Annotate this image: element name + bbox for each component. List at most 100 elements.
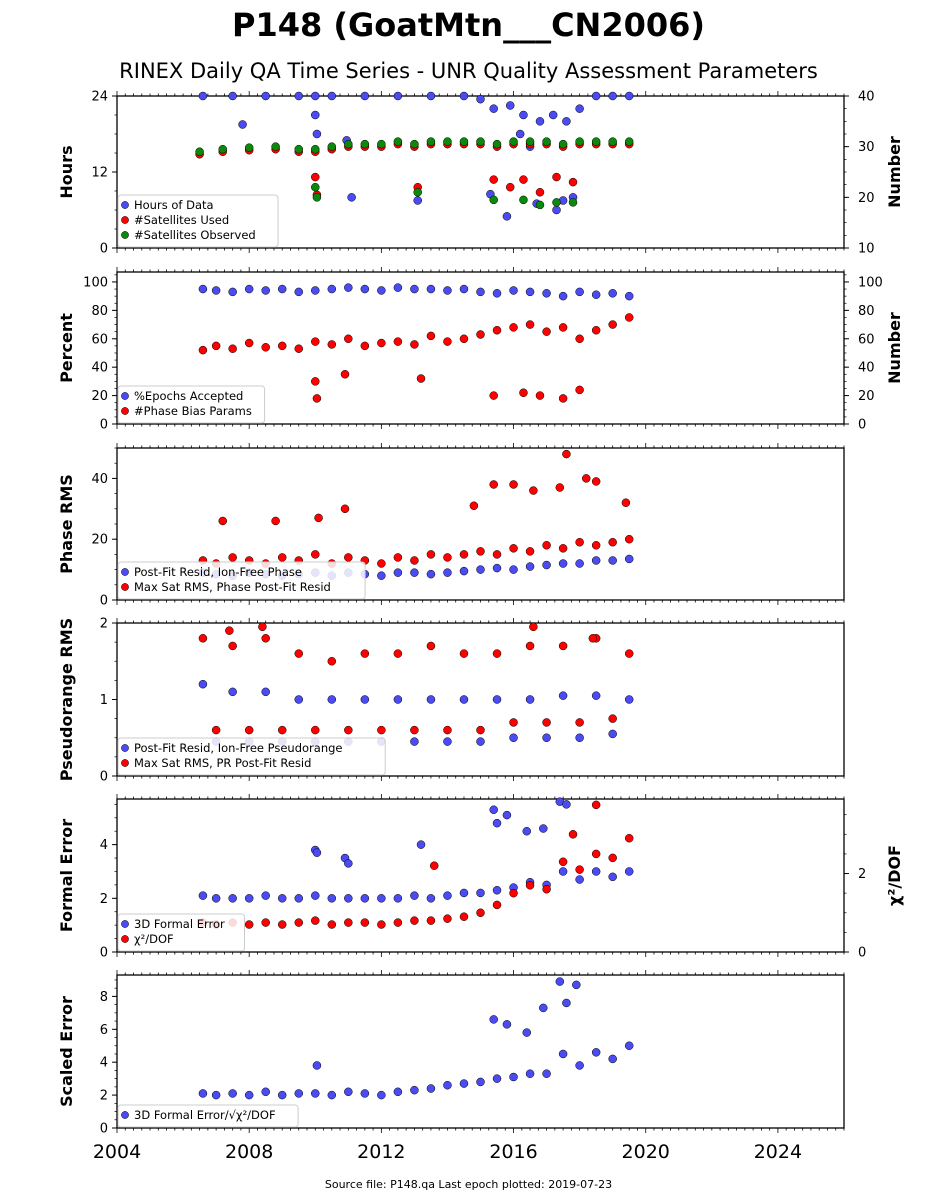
data-point	[562, 117, 571, 126]
data-point	[416, 840, 426, 849]
data-point	[558, 641, 568, 651]
data-point	[588, 634, 598, 643]
data-point	[377, 559, 386, 568]
y2-tick-label: 10	[858, 242, 875, 257]
data-point	[294, 344, 303, 353]
y-tick-label: 40	[91, 472, 108, 487]
y-tick-label: 4	[100, 838, 108, 853]
data-point	[591, 137, 601, 146]
data-point	[344, 553, 353, 562]
series-blue	[198, 977, 634, 1100]
legend-label: χ²/DOF	[134, 932, 174, 946]
data-point	[575, 718, 584, 727]
y-tick-label: 2	[100, 617, 108, 632]
data-point	[416, 374, 426, 383]
data-point	[347, 193, 356, 202]
data-point	[489, 104, 498, 113]
data-point	[542, 1069, 551, 1078]
y-tick-label: 4	[100, 1056, 108, 1071]
data-point	[459, 550, 469, 559]
data-point	[228, 687, 237, 697]
y-axis-label: Hours	[57, 145, 76, 198]
x-tick-label: 2012	[357, 1141, 405, 1163]
data-point	[327, 142, 337, 151]
data-point	[344, 918, 353, 927]
data-point	[277, 725, 287, 735]
data-point	[608, 537, 617, 547]
y2-tick-label: 100	[858, 275, 883, 290]
data-point	[344, 334, 353, 344]
data-point	[294, 1089, 303, 1098]
legend-box	[117, 913, 245, 952]
data-point	[393, 91, 403, 101]
data-point	[311, 182, 320, 192]
data-point	[426, 894, 436, 903]
y-tick-label: 0	[100, 594, 108, 609]
data-point	[443, 137, 452, 146]
data-point	[459, 1079, 469, 1088]
data-point	[244, 894, 254, 903]
data-point	[492, 550, 502, 559]
data-point	[459, 334, 469, 344]
data-point	[294, 894, 303, 903]
data-point	[261, 343, 270, 352]
data-point	[608, 556, 617, 565]
y2-tick-label: 40	[858, 90, 875, 105]
data-point	[312, 394, 322, 403]
legend-label: %Epochs Accepted	[134, 389, 243, 403]
data-point	[244, 338, 254, 348]
data-point	[360, 918, 370, 927]
data-point	[459, 649, 469, 658]
data-point	[519, 175, 528, 184]
data-point	[555, 483, 565, 492]
legend-label: #Phase Bias Params	[134, 404, 252, 418]
data-point	[575, 385, 584, 395]
y-tick-label: 100	[83, 275, 108, 290]
y2-tick-label: 0	[858, 418, 866, 433]
data-point	[261, 918, 270, 927]
data-point	[294, 649, 303, 658]
data-point	[608, 320, 617, 329]
data-point	[492, 325, 502, 335]
legend-label: #Satellites Observed	[134, 228, 256, 242]
data-point	[489, 805, 498, 814]
data-point	[509, 565, 518, 574]
data-point	[410, 284, 419, 294]
y2-tick-label: 20	[858, 191, 875, 206]
data-point	[410, 916, 419, 925]
data-point	[542, 718, 551, 727]
data-point	[459, 888, 469, 898]
y2-tick-label: 2	[858, 867, 866, 882]
data-point	[443, 337, 452, 346]
data-point	[244, 143, 254, 152]
data-point	[459, 284, 469, 294]
panel-percent: 0 20 40 60 80 100 0 20 40 60 80 100 Number Percent %Ep…	[57, 267, 904, 433]
data-point	[476, 287, 485, 297]
y-axis-label: Formal Error	[57, 819, 76, 932]
legend-marker	[121, 568, 129, 576]
data-point	[591, 691, 601, 700]
y2-axis-label: Number	[885, 136, 904, 208]
data-point	[211, 341, 221, 351]
data-point	[311, 725, 320, 735]
series-red	[198, 622, 634, 735]
data-point	[311, 1089, 320, 1098]
data-point	[608, 289, 617, 298]
x-tick-label: 2008	[225, 1141, 273, 1163]
data-point	[311, 337, 320, 346]
data-point	[410, 1085, 419, 1095]
data-point	[476, 888, 485, 898]
data-point	[476, 547, 485, 556]
data-point	[393, 918, 403, 927]
data-point	[261, 286, 270, 295]
data-point	[489, 175, 498, 184]
data-point	[608, 1054, 617, 1064]
legend-marker	[121, 231, 129, 239]
data-point	[591, 556, 601, 565]
legend-marker	[121, 392, 129, 400]
data-point	[522, 826, 532, 836]
data-point	[624, 649, 634, 658]
data-point	[195, 147, 204, 156]
data-point	[344, 139, 353, 149]
y-tick-label: 12	[91, 166, 108, 181]
